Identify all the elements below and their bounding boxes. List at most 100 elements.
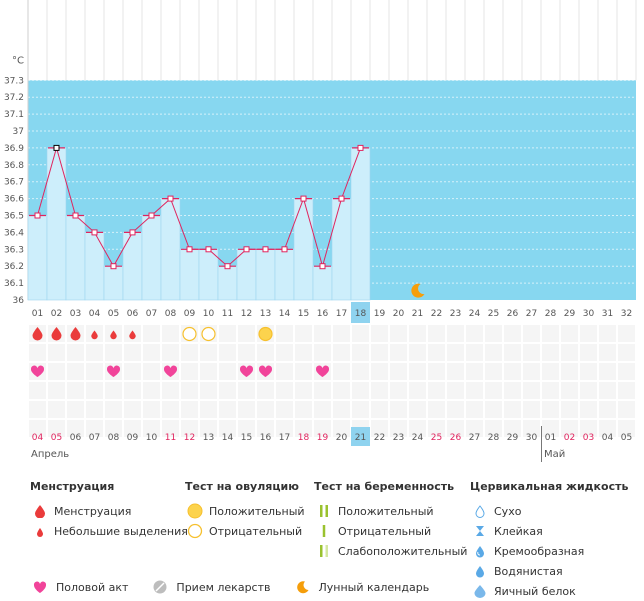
marker-cell: [332, 343, 351, 362]
legend-item-light-bleeding: Небольшие выделения: [30, 521, 188, 541]
marker-cell: [313, 381, 332, 400]
cycle-day-label: 02: [51, 309, 62, 319]
calendar-date-label: 14: [222, 433, 234, 443]
month-label: Май: [544, 449, 565, 460]
marker-cell: [218, 362, 237, 381]
marker-cell: [161, 400, 180, 419]
marker-cell: [66, 419, 85, 438]
heart-icon: [315, 365, 330, 377]
marker-cell: [484, 381, 503, 400]
cycle-day-label: 11: [222, 309, 233, 319]
legend-label: Менструация: [54, 504, 132, 518]
marker-cell: [332, 362, 351, 381]
temperature-bar: [198, 249, 219, 301]
marker-cell: [313, 343, 332, 362]
ovulation-negative-icon: [201, 326, 216, 342]
marker-cell: [389, 419, 408, 438]
calendar-date-label: 17: [279, 433, 290, 443]
marker-cell: [85, 400, 104, 419]
marker-cell: [465, 324, 484, 343]
temperature-point: [110, 263, 117, 270]
marker-cell: [218, 324, 237, 343]
legend-label: Положительный: [209, 504, 305, 518]
legend-item-medication: Прием лекарств: [150, 580, 271, 594]
calendar-date-label: 25: [431, 433, 442, 443]
temperature-point: [243, 246, 250, 253]
legend-label: Лунный календарь: [318, 580, 430, 594]
marker-cell: [541, 400, 560, 419]
circle-filled-icon: [185, 503, 205, 519]
marker-cell: [28, 419, 47, 438]
legend-label: Небольшие выделения: [54, 524, 188, 538]
temperature-point: [167, 195, 174, 202]
small-drop-icon: [91, 330, 98, 340]
marker-cell: [598, 400, 617, 419]
marker-cell: [408, 362, 427, 381]
marker-cell: [484, 343, 503, 362]
legend-cervical: Цервикальная жидкость Сухо Клейкая Кремо…: [470, 480, 628, 601]
marker-cell: [294, 362, 313, 381]
small-drop-icon: [110, 330, 117, 340]
marker-cell: [484, 324, 503, 343]
pill-icon: [150, 580, 170, 594]
marker-cell: [446, 343, 465, 362]
legend-menstruation: Менструация Менструация Небольшие выделе…: [30, 480, 188, 541]
marker-cell: [579, 324, 598, 343]
marker-cell: [522, 419, 541, 438]
marker-cell: [427, 381, 446, 400]
marker-cell: [541, 362, 560, 381]
month-label: Апрель: [31, 449, 69, 460]
calendar-date-label: 28: [488, 433, 500, 443]
marker-cell: [598, 362, 617, 381]
cycle-day-label: 23: [450, 309, 461, 319]
calendar-date-label: 05: [621, 433, 632, 443]
marker-cell: [47, 343, 66, 362]
marker-cell: [161, 419, 180, 438]
marker-cell: [465, 362, 484, 381]
marker-cell: [104, 419, 123, 438]
big-drop-icon: [470, 584, 490, 598]
single-bar-icon: [314, 524, 334, 538]
temperature-bar: [141, 215, 162, 301]
calendar-date-label: 26: [450, 433, 462, 443]
legend-item-menstruation: Менструация: [30, 501, 188, 521]
marker-cell: [294, 324, 313, 343]
marker-cell: [180, 343, 199, 362]
marker-cell: [66, 381, 85, 400]
y-tick-label: 37.2: [4, 93, 24, 103]
temperature-bar: [236, 249, 257, 301]
legend-bottom: Половой акт Прием лекарств Лунный календ…: [30, 580, 451, 594]
marker-cell: [104, 400, 123, 419]
bbt-chart: 36 36.1 36.2 36.3 36.4 36.5 36.6 36.7 36.8 36.9 37…: [4, 0, 637, 462]
legend-pregnancy-title: Тест на беременность: [314, 480, 455, 493]
marker-cell: [351, 381, 370, 400]
calendar-date-label: 15: [241, 433, 252, 443]
cycle-day-label: 32: [621, 309, 632, 319]
temperature-bar: [103, 265, 124, 301]
legend-item-pregnancy-positive: Положительный: [314, 501, 467, 521]
temperature-point: [34, 212, 41, 219]
calendar-date-label: 30: [526, 433, 538, 443]
cycle-day-label: 25: [488, 309, 499, 319]
y-tick-label: 36.2: [4, 262, 24, 272]
marker-cell: [446, 419, 465, 438]
drop-half-icon: [470, 544, 490, 558]
calendar-date-label: 04: [602, 433, 614, 443]
hourglass-icon: [470, 524, 490, 538]
marker-cell: [446, 400, 465, 419]
marker-cell: [408, 324, 427, 343]
marker-cell: [85, 381, 104, 400]
calendar-date-label: 02: [564, 433, 575, 443]
calendar-date-label: 04: [32, 433, 44, 443]
marker-cell: [484, 400, 503, 419]
marker-cell: [408, 381, 427, 400]
marker-cell: [579, 400, 598, 419]
marker-cell: [408, 419, 427, 438]
marker-cell: [28, 343, 47, 362]
small-drop-icon: [129, 330, 136, 340]
legend-item-dry: Сухо: [470, 501, 628, 521]
marker-cell: [560, 419, 579, 438]
legend-label: Половой акт: [56, 580, 129, 594]
marker-cell: [66, 400, 85, 419]
temperature-bar: [122, 232, 143, 301]
